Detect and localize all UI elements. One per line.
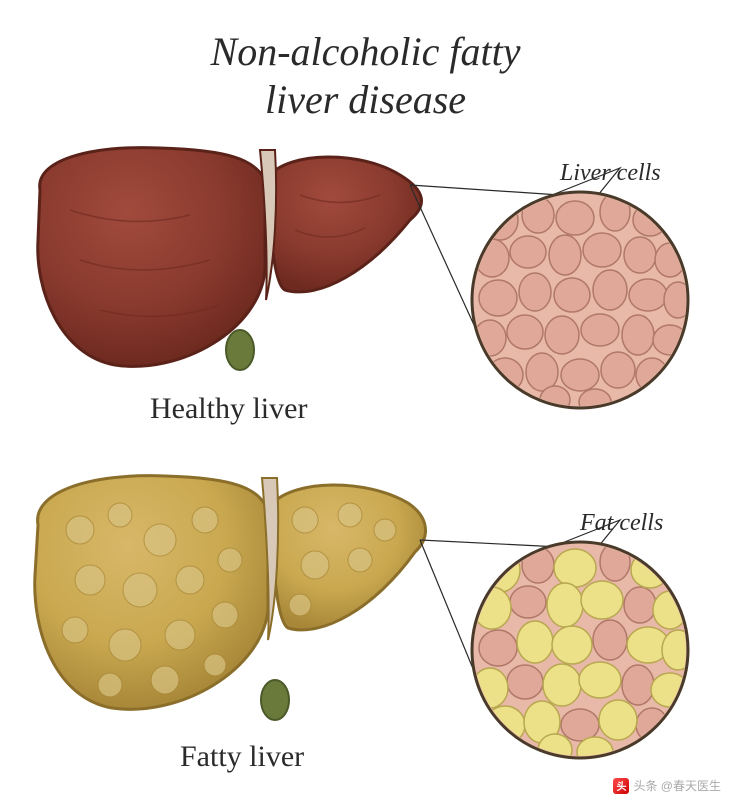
liver-cells-label: Liver cells <box>560 160 661 187</box>
fatty-liver-label: Fatty liver <box>180 740 304 774</box>
watermark-logo-icon: 头 <box>613 778 629 794</box>
liver-cells-detail <box>470 190 690 410</box>
fat-cells-detail <box>470 540 690 760</box>
healthy-liver-label: Healthy liver <box>150 392 307 426</box>
fat-cells-label: Fat cells <box>580 510 663 537</box>
watermark: 头 头条 @春天医生 <box>613 777 721 794</box>
watermark-text: 头条 @春天医生 <box>633 777 721 794</box>
